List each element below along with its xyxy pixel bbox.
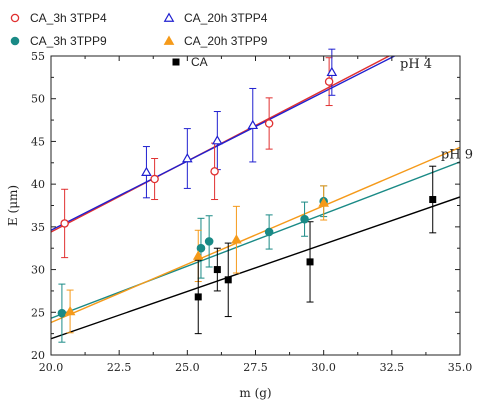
data-point-ca-3h-3tpp9-1 (196, 243, 206, 253)
axes: 20.0 22.5 25.0 27.5 30.0 32.5 35.0 20 25 30 35 40 45… (31, 50, 472, 374)
y-tick-label: 55 (31, 50, 45, 63)
data-point-ca-3h-3tpp4-2 (210, 167, 219, 176)
x-tick-label: 27.5 (243, 361, 268, 374)
y-tick-label: 45 (31, 135, 45, 148)
fit-line-ca-20h-3tpp4 (51, 56, 395, 231)
data-point-ca-3h-3tpp9-4 (300, 214, 309, 224)
x-axis-title: m (g) (239, 386, 271, 400)
annotation-ph4: pH 4 (400, 57, 432, 72)
data-point-ca-20h-3tpp9-1 (192, 250, 204, 260)
legend-marker (10, 13, 20, 23)
y-tick-label: 25 (31, 306, 45, 319)
legend-marker (10, 36, 20, 46)
error-bars (58, 48, 437, 343)
legend-marker (172, 58, 180, 66)
y-tick-label: 50 (31, 93, 45, 106)
data-point-ca-20h-3tpp4-0 (141, 166, 152, 177)
data-point-ca-20h-3tpp4-2 (211, 135, 223, 145)
plot-frame (50, 55, 461, 356)
data-point-ca-3h-3tpp9-0 (57, 308, 67, 318)
legend-label: CA_3h 3TPP4 (30, 11, 107, 25)
y-tick-label: 20 (31, 349, 45, 362)
fit-line-ca (51, 196, 460, 340)
data-point-ca-2 (224, 276, 232, 284)
legend-label: CA_20h 3TPP4 (184, 11, 268, 25)
fit-lines (51, 56, 460, 340)
data-markers (57, 66, 437, 318)
data-point-ca-3 (306, 258, 314, 266)
data-point-ca-3h-3tpp4-1 (150, 174, 159, 184)
x-tick-label: 30.0 (311, 361, 336, 374)
data-point-ca-3h-3tpp4-0 (60, 219, 69, 228)
y-tick-label: 30 (31, 264, 45, 277)
data-point-ca-20h-3tpp9-3 (318, 197, 330, 207)
legend: CA_3h 3TPP4 CA_20h 3TPP4 CA_3h 3TPP9 CA_20h… (10, 11, 268, 69)
x-tick-label: 25.0 (175, 361, 200, 374)
y-axis-title: E (μm) (6, 185, 20, 226)
x-tick-label: 32.5 (380, 361, 405, 374)
legend-item-ca: CA (172, 55, 208, 69)
y-tick-label: 35 (31, 221, 45, 234)
legend-label: CA_3h 3TPP9 (30, 34, 107, 48)
data-point-ca-3h-3tpp9-3 (264, 227, 274, 237)
x-tick-label: 22.5 (107, 361, 132, 374)
data-point-ca-20h-3tpp9-2 (231, 234, 242, 244)
legend-item-ca-3h-3tpp9: CA_3h 3TPP9 (10, 34, 107, 48)
legend-label: CA_20h 3TPP9 (184, 34, 268, 48)
legend-item-ca-20h-3tpp4: CA_20h 3TPP4 (163, 11, 268, 25)
data-point-ca-1 (213, 266, 221, 274)
data-point-ca-20h-3tpp9-0 (64, 305, 76, 316)
y-tick-label: 40 (31, 178, 45, 191)
x-tick-label: 20.0 (39, 361, 64, 374)
data-point-ca-4 (429, 196, 437, 204)
fit-line-ca-20h-3tpp9 (51, 146, 460, 324)
data-point-ca-20h-3tpp4-3 (247, 119, 259, 130)
data-point-ca-20h-3tpp4-4 (326, 66, 338, 77)
data-point-ca-0 (194, 293, 202, 301)
legend-item-ca-3h-3tpp4: CA_3h 3TPP4 (10, 11, 107, 25)
fit-line-ca-3h-3tpp9 (51, 161, 460, 319)
legend-label: CA (191, 55, 208, 69)
x-tick-label: 35.0 (448, 361, 473, 374)
legend-marker (163, 12, 175, 22)
data-point-ca-3h-3tpp4-3 (264, 119, 274, 128)
data-point-ca-3h-3tpp4-4 (324, 77, 334, 86)
data-point-ca-20h-3tpp4-1 (181, 153, 193, 163)
annotation-ph9: pH 9 (441, 148, 473, 163)
data-point-ca-3h-3tpp9-2 (204, 237, 214, 246)
legend-marker (163, 35, 175, 45)
legend-item-ca-20h-3tpp9: CA_20h 3TPP9 (163, 34, 268, 48)
